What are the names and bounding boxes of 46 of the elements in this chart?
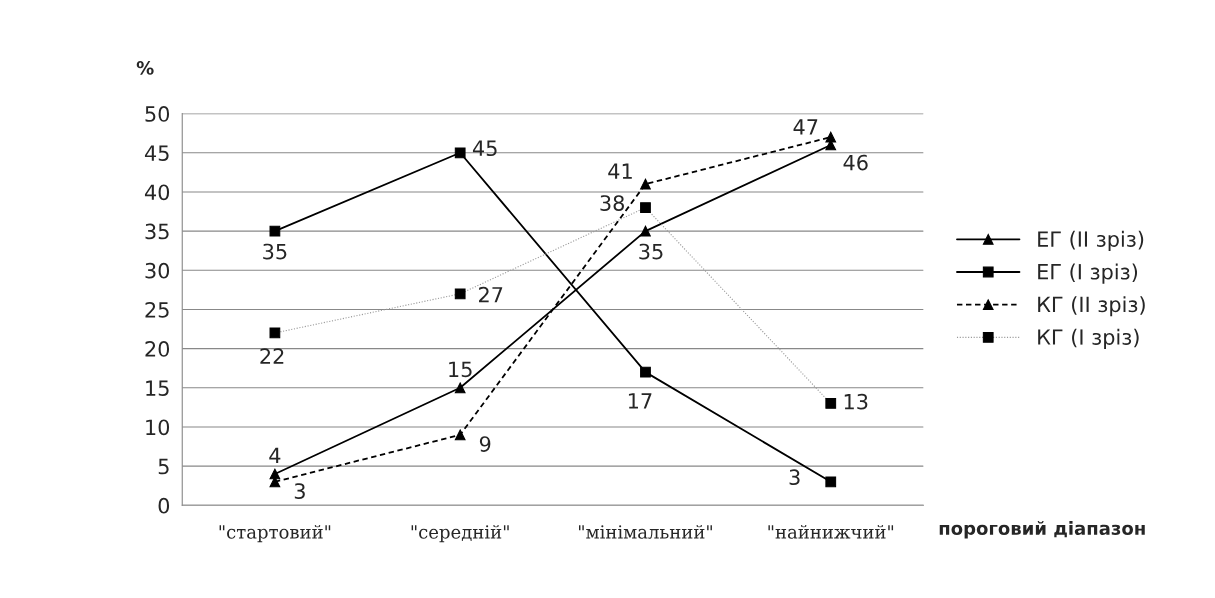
y-tick-label: 50: [145, 106, 170, 122]
point: [640, 178, 651, 190]
y-tick-label: 40: [144, 184, 170, 201]
y-tick-label: 10: [146, 419, 170, 436]
x-tick-label: "середній": [411, 524, 509, 543]
y-tick-label: 20: [145, 341, 170, 357]
y-tick-label: 0: [158, 497, 170, 514]
data-label: 22: [260, 348, 284, 364]
point: [825, 131, 837, 143]
point: [640, 225, 651, 237]
y-tick-label: 45: [144, 145, 169, 161]
y-tick-label: 5: [158, 458, 169, 475]
data-label: 15: [449, 361, 472, 378]
data-label: 47: [793, 119, 818, 135]
y-axis-title: %: [136, 61, 154, 75]
legend-label: КГ (ІІ зріз): [1038, 296, 1145, 317]
data-label: 3: [789, 469, 800, 486]
data-label: 35: [639, 243, 663, 260]
data-label: 27: [479, 286, 503, 303]
data-label: 4: [269, 447, 281, 464]
legend-label: КГ (І зріз): [1038, 328, 1139, 349]
legend-label: ЕГ (І зріз): [1038, 263, 1138, 284]
data-label: 45: [472, 140, 497, 157]
y-tick-label: 30: [145, 262, 170, 279]
point: [454, 147, 466, 159]
x-tick-label: "стартовий": [219, 524, 331, 543]
data-label: 17: [628, 393, 652, 409]
point: [454, 429, 466, 441]
data-label: 46: [843, 154, 868, 171]
data-label: 9: [479, 436, 491, 452]
point: [269, 225, 281, 237]
data-label: 3: [294, 483, 305, 499]
point: [640, 366, 651, 378]
data-label: 13: [844, 393, 868, 410]
y-tick-label: 35: [145, 223, 169, 240]
data-label: 35: [263, 243, 287, 260]
data-label: 38: [600, 195, 624, 211]
x-axis-title: пороговий діапазон: [939, 520, 1145, 539]
x-tick-label: "найнижчий": [768, 524, 894, 539]
legend-label: ЕГ (ІІ зріз): [1038, 230, 1144, 251]
y-tick-label: 15: [146, 380, 169, 397]
point: [825, 476, 837, 488]
point: [454, 382, 466, 394]
data-label: 41: [608, 163, 632, 179]
y-tick-label: 25: [145, 301, 169, 318]
x-tick-label: "мінімальний": [579, 524, 712, 539]
